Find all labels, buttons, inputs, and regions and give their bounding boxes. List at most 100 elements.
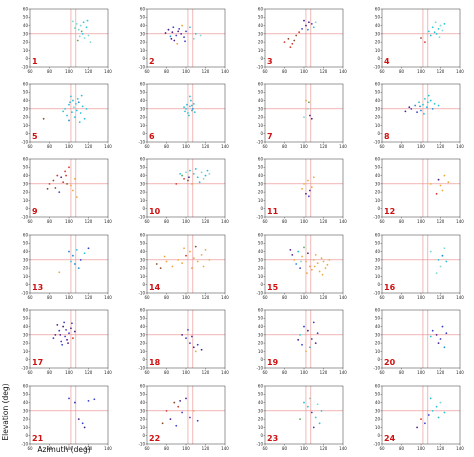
x-tick-label: 120 <box>320 295 328 300</box>
x-tick-label: 80 <box>399 219 405 224</box>
y-tick-label: 40 <box>140 173 146 178</box>
y-tick-label: 30 <box>23 408 29 413</box>
data-point <box>42 117 45 120</box>
x-tick-label: 120 <box>320 219 328 224</box>
y-tick-label: -10 <box>21 214 28 219</box>
x-tick-label: 100 <box>300 69 308 74</box>
data-point <box>56 174 59 177</box>
y-tick-label: 10 <box>140 425 146 430</box>
data-point <box>68 166 70 169</box>
data-point <box>437 416 440 419</box>
data-point <box>196 176 199 179</box>
data-point <box>73 330 76 333</box>
data-point <box>310 411 313 414</box>
data-point <box>441 254 444 257</box>
x-tick-label: 80 <box>282 219 288 224</box>
data-point <box>190 109 193 112</box>
data-point <box>69 101 71 104</box>
data-point <box>163 255 166 258</box>
y-tick-label: 60 <box>140 383 146 388</box>
y-tick-label: 40 <box>140 400 146 405</box>
data-point <box>434 21 437 24</box>
data-point <box>177 258 180 261</box>
x-tick-label: 120 <box>320 370 328 375</box>
data-point <box>441 325 444 328</box>
data-point <box>65 328 67 331</box>
data-point <box>86 19 89 22</box>
panel-8: -10 0 10 20 30 40 50 60 60 80 100 120 140 8 <box>373 81 464 149</box>
x-tick-label: 80 <box>47 446 53 451</box>
data-point <box>188 176 190 179</box>
y-tick-label: 10 <box>258 48 264 53</box>
y-tick-label: 50 <box>375 392 381 397</box>
y-tick-label: 10 <box>375 198 381 203</box>
y-tick-label: -10 <box>138 290 145 295</box>
y-tick-label: 30 <box>23 332 29 337</box>
y-tick-label: 0 <box>142 131 145 136</box>
data-point <box>441 29 444 32</box>
y-tick-label: -10 <box>373 64 380 69</box>
data-point <box>165 260 168 263</box>
y-tick-label: 0 <box>260 56 263 61</box>
data-point <box>72 254 74 257</box>
data-point <box>79 24 82 27</box>
y-tick-label: 50 <box>23 392 29 397</box>
data-point <box>320 409 323 412</box>
data-point <box>175 424 178 427</box>
data-point <box>429 250 432 253</box>
y-tick-label: 0 <box>142 206 145 211</box>
x-tick-label: 60 <box>144 144 150 149</box>
x-tick-label: 120 <box>85 219 93 224</box>
x-tick-label: 60 <box>379 219 385 224</box>
data-point <box>190 335 193 338</box>
x-tick-label: 100 <box>65 144 73 149</box>
y-tick-label: 60 <box>23 307 29 312</box>
y-tick-label: 30 <box>140 31 146 36</box>
x-tick-label: 120 <box>202 69 210 74</box>
data-point <box>61 343 64 346</box>
plot-frame <box>29 8 109 68</box>
data-point <box>171 31 174 34</box>
y-tick-label: 50 <box>140 392 146 397</box>
data-point <box>77 101 80 104</box>
panel-5: -10 0 10 20 30 40 50 60 60 80 100 120 140 5 <box>21 81 112 149</box>
y-tick-label: 10 <box>23 48 29 53</box>
data-point <box>424 98 426 100</box>
y-tick-label: 50 <box>375 165 381 170</box>
x-tick-label: 140 <box>339 69 347 74</box>
x-tick-label: 100 <box>182 144 190 149</box>
panel-label: 19 <box>267 358 279 367</box>
data-point <box>179 400 182 402</box>
y-tick-label: 30 <box>375 257 381 262</box>
panel-label: 23 <box>267 434 278 443</box>
x-tick-label: 140 <box>221 69 229 74</box>
y-tick-label: 60 <box>140 6 146 11</box>
data-point <box>75 109 78 112</box>
data-point <box>420 37 422 39</box>
data-point <box>190 267 193 270</box>
data-point <box>77 418 80 421</box>
data-point <box>192 37 195 40</box>
y-tick-label: -10 <box>256 290 263 295</box>
panel-21: -10 0 10 20 30 40 50 60 60 80 100 120 140 21 <box>21 383 112 451</box>
data-point <box>318 422 321 425</box>
x-tick-label: 60 <box>262 69 268 74</box>
data-point <box>189 416 191 419</box>
data-point <box>439 338 442 340</box>
data-point <box>64 335 66 338</box>
x-tick-label: 80 <box>47 219 53 224</box>
x-tick-label: 60 <box>262 446 268 451</box>
data-point <box>71 111 73 114</box>
data-point <box>181 174 184 177</box>
data-point <box>301 187 303 190</box>
data-point <box>307 405 309 408</box>
data-point <box>68 119 70 122</box>
data-point <box>305 192 307 195</box>
y-tick-label: 50 <box>23 15 29 20</box>
y-tick-label: 60 <box>23 6 29 11</box>
y-tick-label: -10 <box>373 214 380 219</box>
y-tick-label: -10 <box>138 139 145 144</box>
data-point <box>322 260 325 263</box>
y-tick-label: 30 <box>258 106 264 111</box>
